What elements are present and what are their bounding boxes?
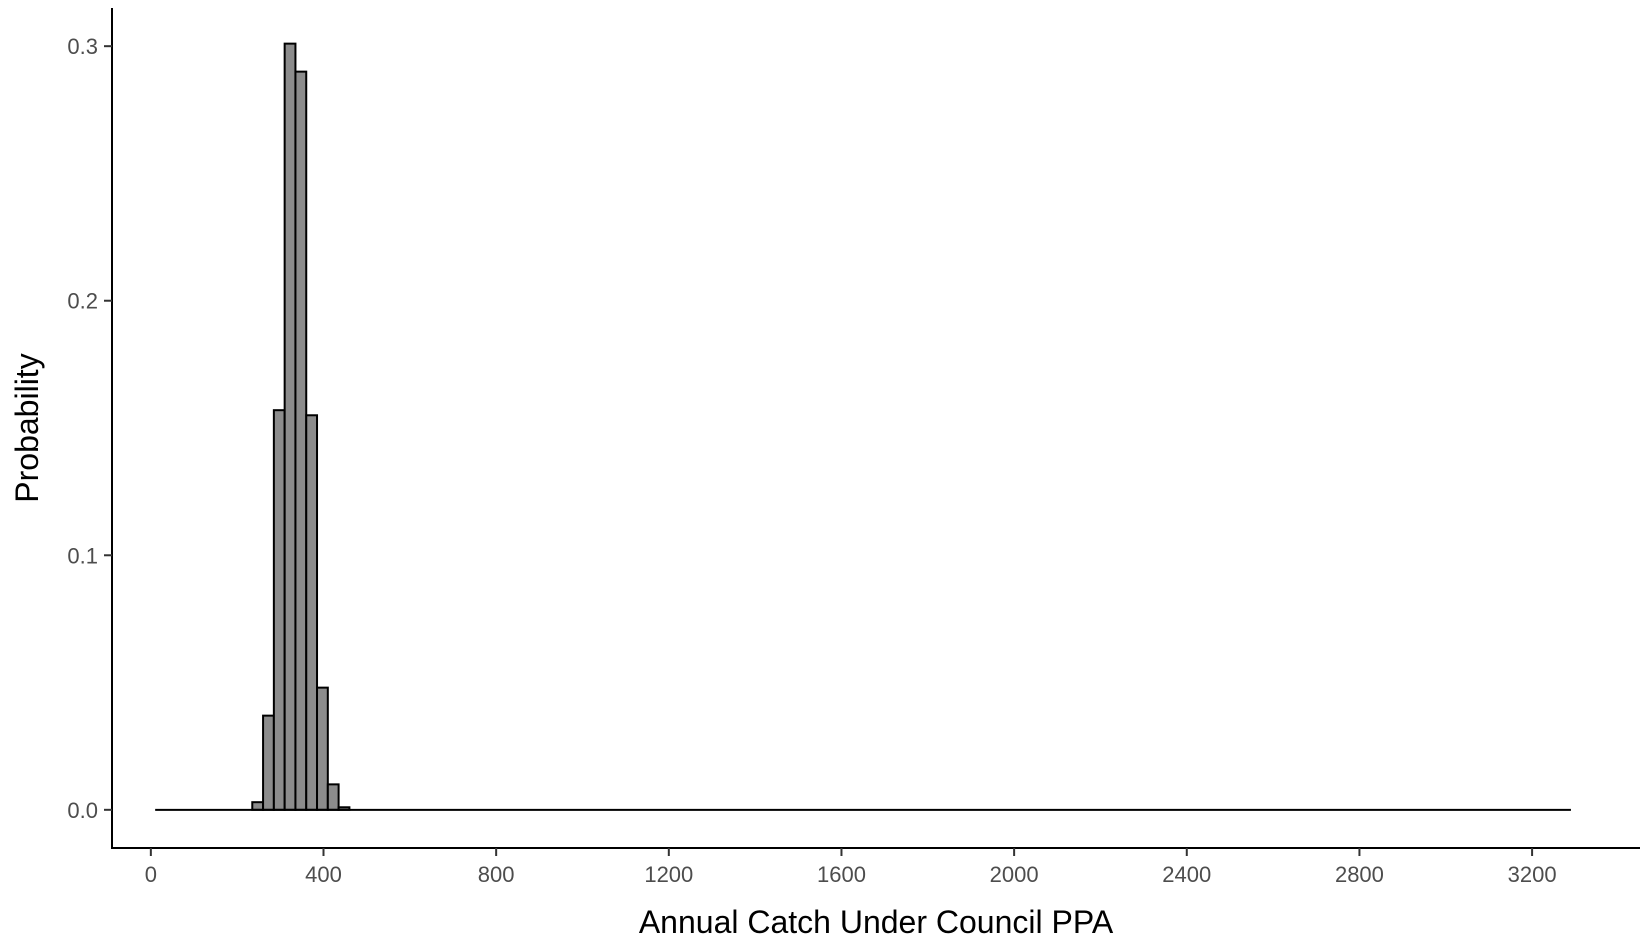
x-tick-label: 400 xyxy=(305,862,342,887)
x-tick-label: 1200 xyxy=(644,862,693,887)
histogram-bar xyxy=(251,801,265,811)
y-tick-label: 0.2 xyxy=(67,289,98,314)
histogram-bar xyxy=(272,409,286,811)
y-tick-label: 0.0 xyxy=(67,798,98,823)
histogram-bar xyxy=(283,42,297,811)
x-tick-label: 2000 xyxy=(990,862,1039,887)
x-tick-label: 3200 xyxy=(1508,862,1557,887)
y-tick-label: 0.3 xyxy=(67,34,98,59)
histogram-bar xyxy=(316,686,329,811)
histogram-bar xyxy=(326,783,340,811)
y-axis-title: Probability xyxy=(9,353,45,502)
x-tick-label: 0 xyxy=(145,862,157,887)
histogram-bar xyxy=(294,70,308,811)
x-axis-title: Annual Catch Under Council PPA xyxy=(639,904,1114,940)
histogram-bar xyxy=(305,414,319,811)
histogram-bar xyxy=(262,714,275,811)
x-axis-ticks: 0 400 800 1200 1600 2000 2400 2800 3200 xyxy=(145,848,1557,887)
x-tick-label: 1600 xyxy=(817,862,866,887)
x-tick-label: 800 xyxy=(478,862,515,887)
x-tick-label: 2800 xyxy=(1335,862,1384,887)
x-tick-label: 2400 xyxy=(1162,862,1211,887)
histogram-bars xyxy=(251,42,351,811)
y-tick-label: 0.1 xyxy=(67,543,98,568)
y-axis-ticks: 0.0 0.1 0.2 0.3 xyxy=(67,34,112,823)
